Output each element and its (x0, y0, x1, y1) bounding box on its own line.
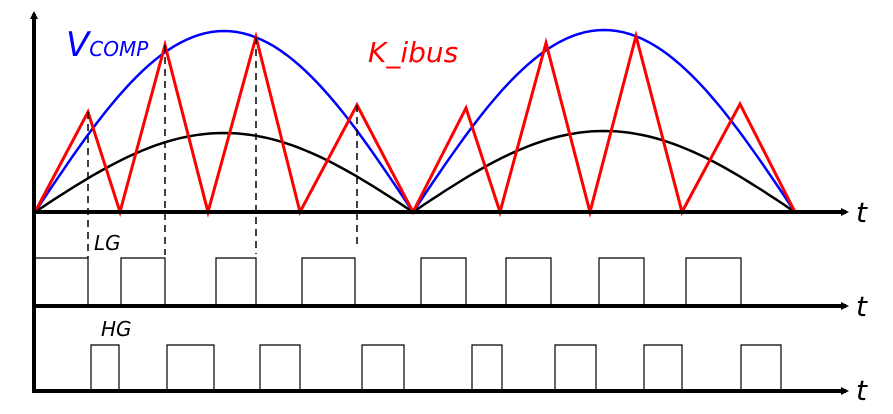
hg-pulse (740, 344, 782, 391)
t-label-main: t (856, 196, 868, 229)
lg-pulse (420, 257, 467, 306)
lg-pulse (505, 257, 552, 306)
lg-pulse (598, 257, 645, 306)
hg-pulse (554, 344, 597, 391)
hg-pulse (259, 344, 301, 391)
lg-label: LG (94, 231, 121, 255)
kibus-label: K_ibus (368, 36, 458, 69)
t-label-hg: t (856, 374, 868, 407)
lg-pulse (34, 257, 89, 306)
vcomp-label: VCOMP (66, 25, 149, 65)
hg-pulse (643, 344, 683, 391)
lg-pulse (685, 257, 742, 306)
lg-pulse (301, 257, 356, 306)
hg-label: HG (101, 317, 132, 341)
vcomp-arc (33, 29, 415, 213)
hg-pulse (90, 344, 120, 391)
t-label-lg: t (856, 290, 868, 323)
hg-pulse (166, 344, 215, 391)
lg-pulse (120, 257, 166, 306)
reference-arc (412, 129, 796, 214)
reference-arc (34, 131, 414, 214)
hg-pulse (361, 344, 405, 391)
hg-pulse (471, 344, 503, 391)
lg-pulse (215, 257, 257, 306)
